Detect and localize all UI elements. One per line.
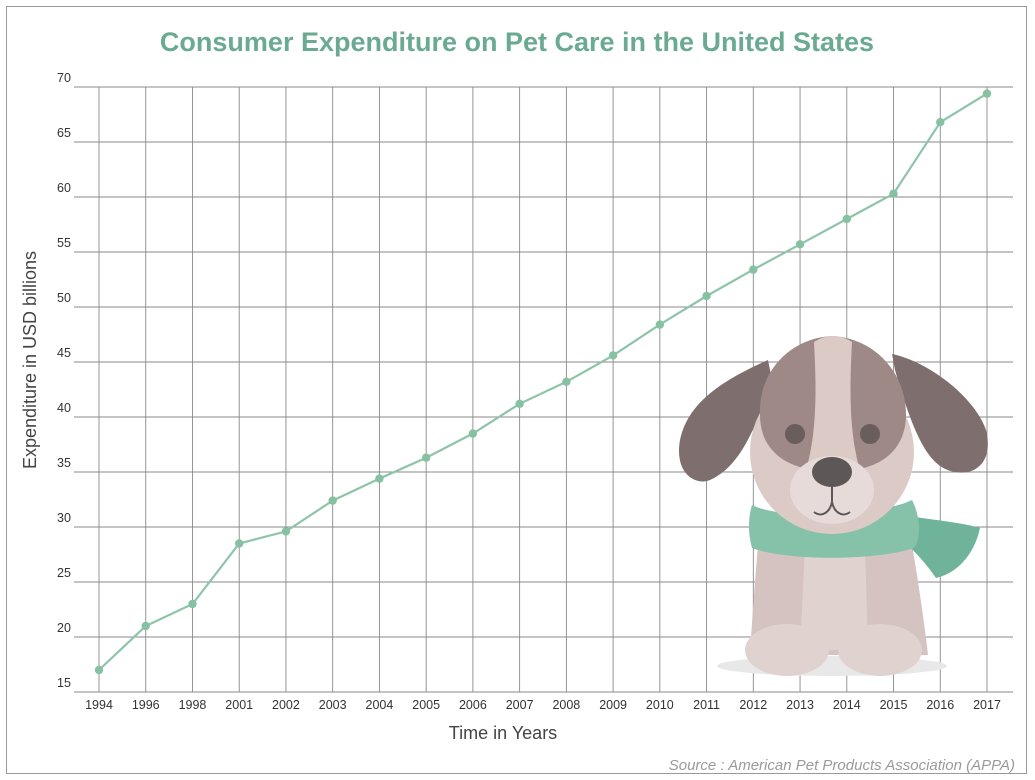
data-point [889,189,898,198]
x-tick-labels: 1994 1996 1998 2001 2002 2003 2004 2005 2006 2007… [85,698,1001,712]
data-point [188,599,197,609]
x-tick-label: 2009 [599,698,627,712]
y-tick-label: 25 [57,566,71,580]
x-tick-label: 2005 [412,698,440,712]
x-tick-label: 2007 [506,698,534,712]
y-tick-label: 50 [57,291,71,305]
data-point [702,291,711,301]
data-point [468,429,478,438]
y-tick-label: 35 [57,456,71,470]
x-tick-label: 2015 [880,698,908,712]
x-tick-label: 2002 [272,698,300,712]
source-note: Source : American Pet Products Associati… [669,757,1015,774]
data-point [842,214,851,224]
x-tick-label: 2001 [225,698,253,712]
x-tick-label: 2008 [552,698,580,712]
y-tick-label: 45 [57,346,71,360]
y-tick-labels: 15 20 25 30 35 40 45 50 55 60 65 70 [57,71,71,690]
puppy-with-green-scarf-icon [678,336,988,676]
data-point [655,320,665,329]
data-point [795,240,805,249]
x-tick-label: 1994 [85,698,113,712]
x-tick-label: 2011 [693,698,720,712]
x-axis-label: Time in Years [449,723,557,743]
data-point [375,474,384,483]
data-point [421,453,431,462]
data-point [235,539,244,548]
data-point [936,118,945,127]
x-tick-label: 2017 [973,698,1001,712]
y-tick-label: 30 [57,511,71,525]
y-tick-label: 60 [57,181,71,195]
x-tick-label: 2012 [739,698,767,712]
x-tick-label: 1996 [132,698,160,712]
x-tick-label: 2004 [366,698,394,712]
data-point [515,399,524,408]
data-point [328,496,337,505]
y-tick-label: 65 [57,126,71,140]
x-tick-label: 2016 [926,698,954,712]
data-point [281,527,291,536]
x-tick-label: 2003 [319,698,347,712]
data-point [141,621,150,631]
y-tick-label: 70 [57,71,71,85]
chart-title: Consumer Expenditure on Pet Care in the … [160,27,874,57]
x-tick-label: 2014 [833,698,861,712]
x-tick-label: 1998 [179,698,207,712]
x-tick-label: 2013 [786,698,814,712]
data-point [608,351,618,360]
y-tick-label: 40 [57,401,71,415]
data-point [94,665,104,675]
x-tick-label: 2006 [459,698,487,712]
y-tick-label: 20 [57,621,71,635]
series-line [98,92,988,671]
x-tick-label: 2010 [646,698,674,712]
series-layer [94,89,992,675]
data-point [982,89,992,98]
data-point [562,377,571,386]
y-tick-label: 15 [57,676,71,690]
y-axis-label: Expenditure in USD billions [20,251,40,469]
y-tick-label: 55 [57,236,71,250]
data-point [749,265,758,274]
